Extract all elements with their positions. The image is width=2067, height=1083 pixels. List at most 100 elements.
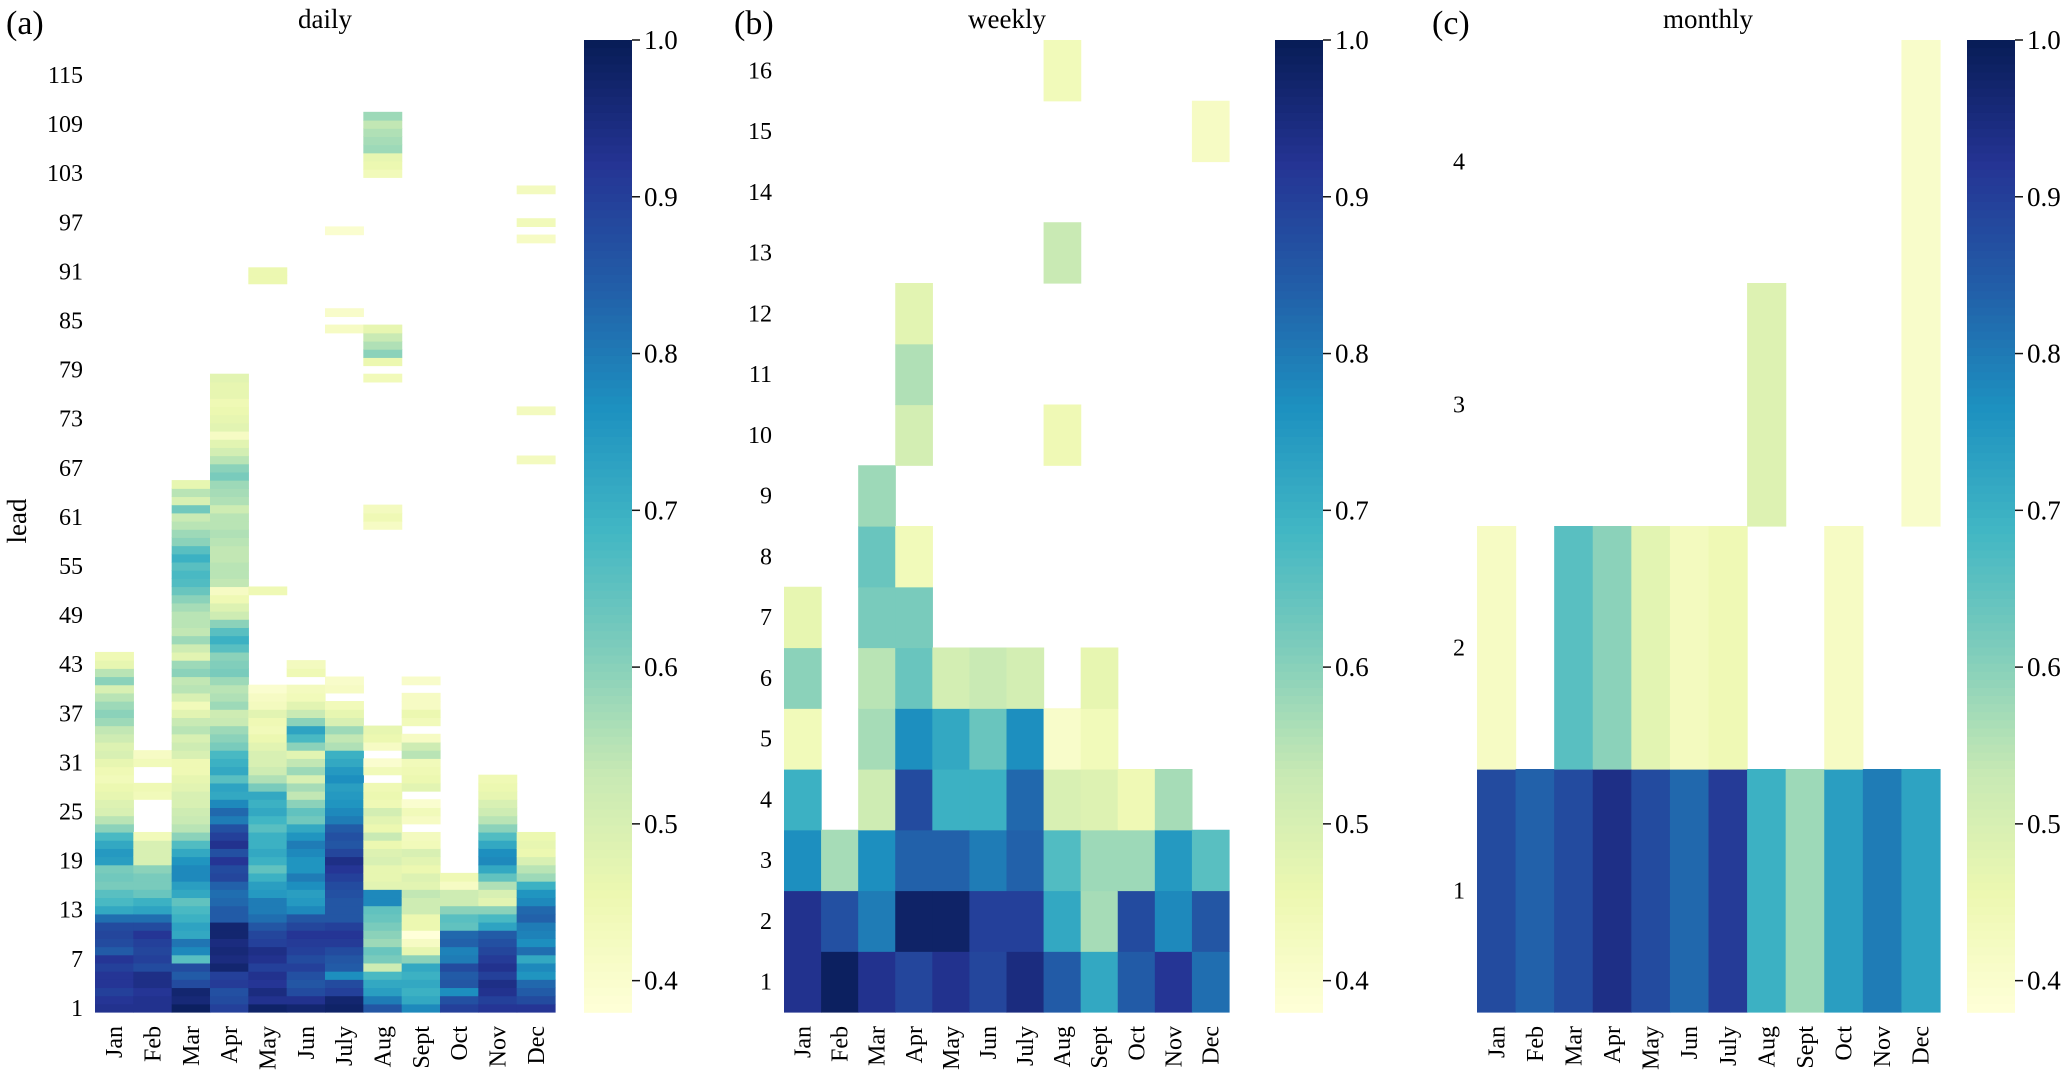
heatmap-cell (363, 373, 403, 383)
heatmap-cell (286, 848, 326, 858)
heatmap-cell (478, 799, 518, 809)
colorbar-segment (584, 728, 632, 738)
heatmap-cell (248, 717, 288, 727)
x-tick-label: Feb (828, 1026, 854, 1062)
heatmap-cell (325, 848, 364, 858)
heatmap-cell (363, 725, 403, 735)
colorbar-segment (1967, 858, 2015, 867)
colorbar-segment (1275, 947, 1323, 957)
heatmap-cell (516, 930, 556, 939)
heatmap-cell (363, 831, 403, 841)
heatmap-cell (210, 823, 249, 833)
heatmap-cell (171, 831, 211, 841)
colorbar-segment (1967, 177, 2015, 187)
heatmap-cell (171, 651, 211, 661)
heatmap-cell (171, 823, 211, 833)
heatmap-cell (478, 823, 518, 833)
heatmap-cell (171, 529, 211, 538)
colorbar-segment (584, 185, 632, 195)
heatmap-cell (286, 840, 326, 849)
colorbar-segment (1275, 250, 1323, 260)
colorbar-segment (1967, 777, 2015, 786)
heatmap-cell (171, 701, 211, 710)
heatmap-cell (210, 504, 249, 514)
heatmap-cell (286, 913, 326, 923)
heatmap-cell (858, 829, 896, 892)
heatmap-cell (133, 889, 173, 899)
colorbar-tick-label: 0.4 (2027, 966, 2061, 996)
heatmap-cell (516, 962, 556, 972)
heatmap-cell (401, 848, 441, 858)
colorbar-segment (1275, 655, 1323, 665)
y-tick-label: 3 (1453, 393, 1465, 419)
heatmap-cell (248, 913, 288, 923)
colorbar-segment (1967, 210, 2015, 219)
heatmap-cell (171, 496, 211, 506)
colorbar-segment (584, 218, 632, 228)
heatmap-cell (516, 455, 556, 465)
heatmap-cell (171, 504, 211, 514)
heatmap-cell (248, 831, 288, 841)
colorbar-segment (1275, 526, 1323, 535)
y-tick-label: 16 (748, 58, 772, 84)
heatmap-cell (325, 962, 364, 972)
colorbar-segment (1967, 987, 2015, 997)
colorbar-segment (1967, 445, 2015, 454)
colorbar-segment (584, 777, 632, 786)
y-tick-label: 55 (59, 554, 83, 580)
heatmap-cell (133, 938, 173, 948)
heatmap-cell (784, 586, 822, 649)
heatmap-cell (248, 267, 288, 277)
heatmap-cell (210, 635, 249, 645)
heatmap-cell (171, 570, 211, 579)
heatmap-cell (895, 951, 933, 1013)
heatmap-cell (210, 561, 249, 571)
heatmap-cell (932, 769, 971, 831)
heatmap-cell (363, 938, 403, 948)
colorbar-segment (1275, 574, 1323, 584)
colorbar-segment (1275, 850, 1323, 859)
heatmap-cell (210, 643, 249, 653)
colorbar-segment (584, 234, 632, 244)
heatmap-cell (401, 692, 441, 702)
colorbar-segment (1967, 898, 2015, 908)
colorbar-segment (1967, 380, 2015, 390)
colorbar-segment (584, 922, 632, 932)
heatmap-cell (1117, 769, 1156, 831)
panel-monthly: (c) monthly 1 2 3 4 Jan Feb Mar Apr May Jun July A… (1432, 4, 2061, 1070)
heatmap-cell (516, 889, 556, 899)
heatmap-cell (1006, 647, 1045, 709)
heatmap-cell (478, 987, 518, 997)
heatmap-cell (133, 840, 173, 849)
heatmap-cell (95, 651, 134, 661)
colorbar-segment (1967, 995, 2015, 1005)
heatmap-cell (248, 881, 288, 890)
heatmap-cell (95, 676, 134, 686)
heatmap-cell (210, 553, 249, 563)
heatmap-cell (210, 791, 249, 800)
colorbar-segment (584, 299, 632, 309)
heatmap-cell (248, 701, 288, 710)
heatmap-cell (969, 647, 1008, 709)
colorbar-segment (584, 315, 632, 325)
y-tick-label: 43 (59, 652, 83, 678)
heatmap-cell (401, 774, 441, 784)
colorbar-segment (1275, 364, 1323, 373)
y-tick-label: 49 (59, 603, 83, 629)
heatmap-cell (1006, 708, 1045, 770)
colorbar-segment (1275, 469, 1323, 479)
heatmap-cell (401, 807, 441, 817)
colorbar-segment (1275, 809, 1323, 819)
colorbar-segment (584, 436, 632, 446)
colorbar-segment (1275, 388, 1323, 398)
colorbar-segment (1275, 671, 1323, 681)
heatmap-cell (1006, 829, 1045, 892)
heatmap-cell (401, 856, 441, 866)
heatmap-cell (478, 946, 518, 956)
colorbar-segment (1967, 193, 2015, 203)
colorbar-segment (584, 550, 632, 560)
heatmap-cell (363, 962, 403, 972)
heatmap-cell (133, 872, 173, 882)
y-tick-label: 12 (748, 301, 772, 327)
